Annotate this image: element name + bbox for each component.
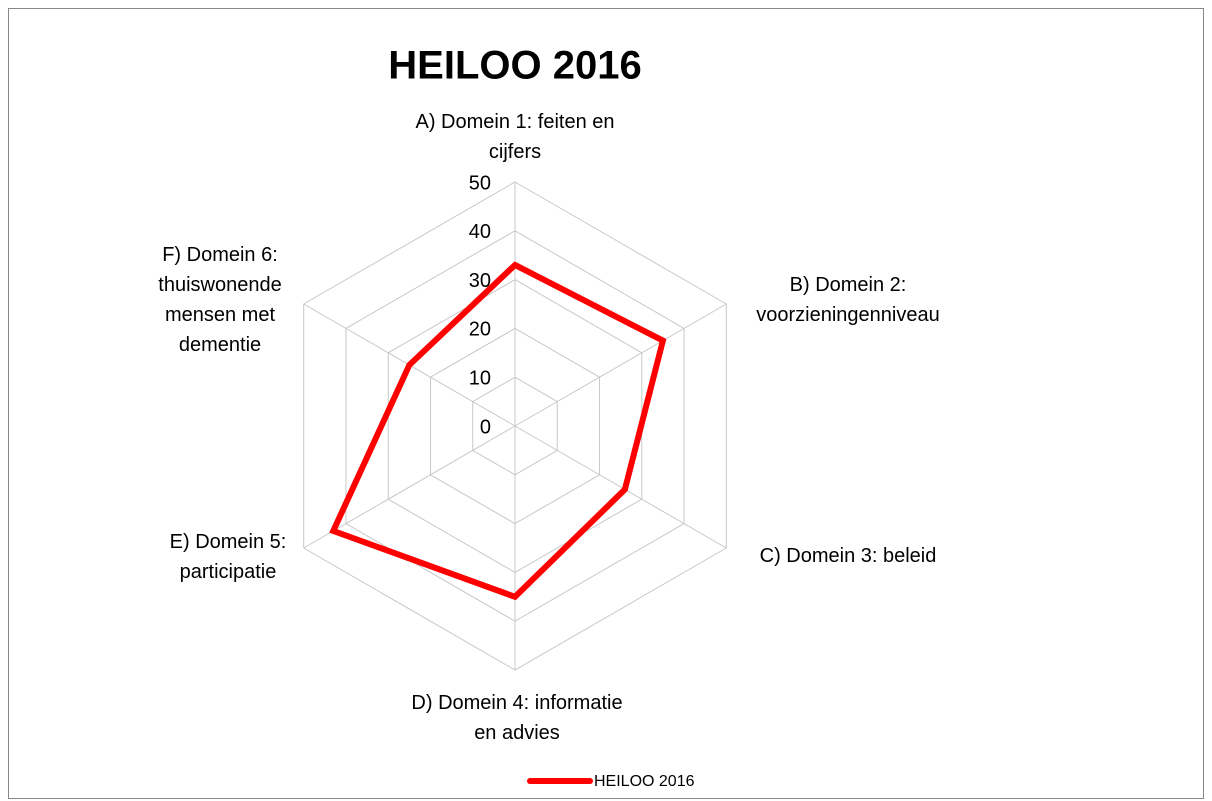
category-label: F) Domein 6: thuiswonende mensen met dem… (158, 244, 282, 356)
category-label: A) Domein 1: feiten en cijfers (415, 111, 615, 163)
legend-label: HEILOO 2016 (594, 773, 695, 790)
chart-title: HEILOO 2016 (388, 44, 641, 88)
grid-ring (303, 181, 727, 671)
category-label: E) Domein 5: participatie (169, 531, 287, 583)
category-label: D) Domein 4: informatie en advies (411, 692, 623, 744)
tick-label: 20 (469, 319, 491, 341)
grid-ring (472, 376, 558, 476)
tick-label: 50 (469, 172, 491, 194)
tick-label: 30 (469, 270, 491, 292)
grid-ring (429, 327, 601, 525)
grid-ring (387, 279, 643, 573)
series-line (329, 261, 667, 601)
tick-label: 10 (469, 367, 491, 389)
spoke (303, 425, 516, 549)
tick-label: 0 (480, 416, 491, 438)
spoke (514, 303, 727, 427)
grid-ring (345, 230, 685, 622)
category-label: C) Domein 3: beleid (759, 545, 937, 567)
spoke (514, 425, 727, 549)
chart-border (8, 8, 1204, 799)
category-label: B) Domein 2: voorzieningenniveau (756, 274, 940, 326)
tick-label: 40 (469, 221, 491, 243)
